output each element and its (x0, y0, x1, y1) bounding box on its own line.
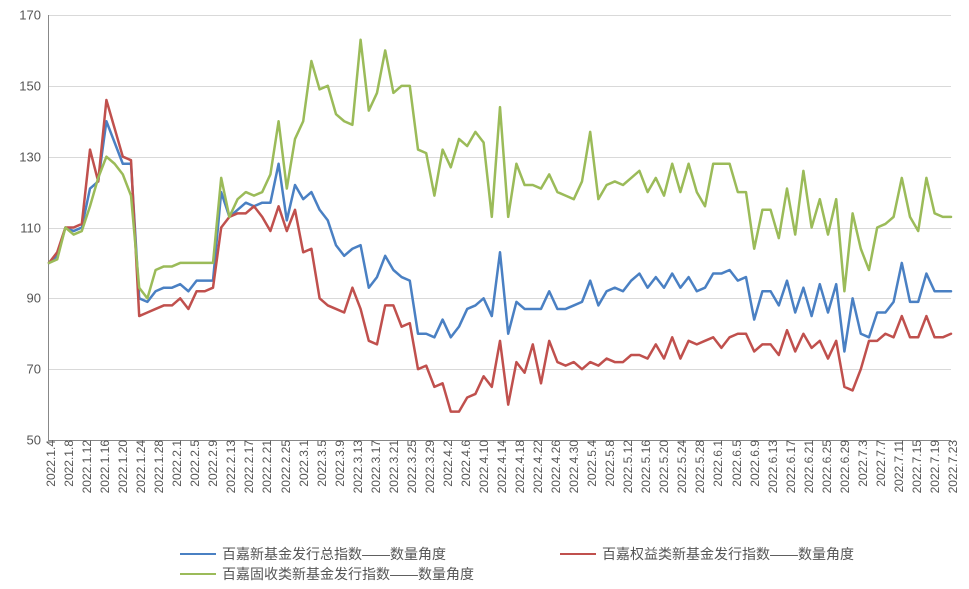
legend-label: 百嘉固收类新基金发行指数——数量角度 (222, 564, 474, 584)
x-tick-label: 2022.3.9 (329, 440, 347, 487)
x-tick-label: 2022.7.23 (942, 440, 960, 493)
x-tick-label: 2022.2.25 (275, 440, 293, 493)
x-tick-label: 2022.3.13 (347, 440, 365, 493)
x-tick-label: 2022.5.24 (671, 440, 689, 493)
legend-item-fixed: 百嘉固收类新基金发行指数——数量角度 (180, 564, 560, 584)
plot-area: 5070901101301501702022.1.42022.1.82022.1… (48, 15, 951, 441)
x-tick-label: 2022.6.25 (816, 440, 834, 493)
x-tick-label: 2022.4.26 (545, 440, 563, 493)
legend: 百嘉新基金发行总指数——数量角度 百嘉权益类新基金发行指数——数量角度百嘉固收类新… (0, 544, 969, 584)
x-tick-label: 2022.7.7 (870, 440, 888, 487)
x-tick-label: 2022.5.12 (617, 440, 635, 493)
x-tick-label: 2022.3.17 (365, 440, 383, 493)
x-tick-label: 2022.6.1 (707, 440, 725, 487)
x-tick-label: 2022.6.13 (762, 440, 780, 493)
y-tick-label: 170 (19, 8, 49, 23)
legend-item-equity: 百嘉权益类新基金发行指数——数量角度 (560, 544, 940, 564)
x-tick-label: 2022.4.22 (527, 440, 545, 493)
legend-item-total: 百嘉新基金发行总指数——数量角度 (180, 544, 560, 564)
y-tick-label: 130 (19, 149, 49, 164)
x-tick-label: 2022.2.9 (202, 440, 220, 487)
y-tick-label: 150 (19, 78, 49, 93)
x-tick-label: 2022.3.1 (293, 440, 311, 487)
x-tick-label: 2022.2.5 (184, 440, 202, 487)
x-tick-label: 2022.4.10 (473, 440, 491, 493)
x-tick-label: 2022.1.28 (148, 440, 166, 493)
x-tick-label: 2022.3.5 (311, 440, 329, 487)
x-tick-label: 2022.4.18 (509, 440, 527, 493)
legend-label: 百嘉新基金发行总指数——数量角度 (222, 544, 446, 564)
x-tick-label: 2022.1.8 (58, 440, 76, 487)
x-tick-label: 2022.2.21 (256, 440, 274, 493)
legend-label: 百嘉权益类新基金发行指数——数量角度 (602, 544, 854, 564)
x-tick-label: 2022.6.17 (780, 440, 798, 493)
legend-swatch (180, 553, 216, 555)
y-tick-label: 70 (27, 362, 49, 377)
x-tick-label: 2022.7.11 (888, 440, 906, 493)
x-tick-label: 2022.2.1 (166, 440, 184, 487)
x-tick-label: 2022.7.3 (852, 440, 870, 487)
x-tick-label: 2022.4.6 (455, 440, 473, 487)
x-tick-label: 2022.4.2 (437, 440, 455, 487)
x-tick-label: 2022.1.12 (76, 440, 94, 493)
line-series-total (49, 121, 951, 351)
x-tick-label: 2022.6.21 (798, 440, 816, 493)
x-tick-label: 2022.7.15 (906, 440, 924, 493)
x-tick-label: 2022.6.9 (744, 440, 762, 487)
x-tick-label: 2022.6.5 (726, 440, 744, 487)
x-tick-label: 2022.1.24 (130, 440, 148, 493)
series-svg (49, 15, 951, 440)
legend-swatch (560, 553, 596, 555)
x-tick-label: 2022.2.13 (220, 440, 238, 493)
x-tick-label: 2022.2.17 (238, 440, 256, 493)
y-tick-label: 90 (27, 291, 49, 306)
x-tick-label: 2022.1.20 (112, 440, 130, 493)
x-tick-label: 2022.4.30 (563, 440, 581, 493)
x-tick-label: 2022.3.21 (383, 440, 401, 493)
y-tick-label: 110 (20, 220, 49, 235)
x-tick-label: 2022.5.20 (653, 440, 671, 493)
x-tick-label: 2022.3.25 (401, 440, 419, 493)
x-tick-label: 2022.6.29 (834, 440, 852, 493)
x-tick-label: 2022.1.4 (40, 440, 58, 487)
chart-container: 5070901101301501702022.1.42022.1.82022.1… (0, 0, 969, 589)
x-tick-label: 2022.5.4 (581, 440, 599, 487)
x-tick-label: 2022.5.28 (689, 440, 707, 493)
x-tick-label: 2022.3.29 (419, 440, 437, 493)
x-tick-label: 2022.1.16 (94, 440, 112, 493)
x-tick-label: 2022.5.8 (599, 440, 617, 487)
x-tick-label: 2022.7.19 (924, 440, 942, 493)
x-tick-label: 2022.5.16 (635, 440, 653, 493)
x-tick-label: 2022.4.14 (491, 440, 509, 493)
legend-swatch (180, 573, 216, 575)
